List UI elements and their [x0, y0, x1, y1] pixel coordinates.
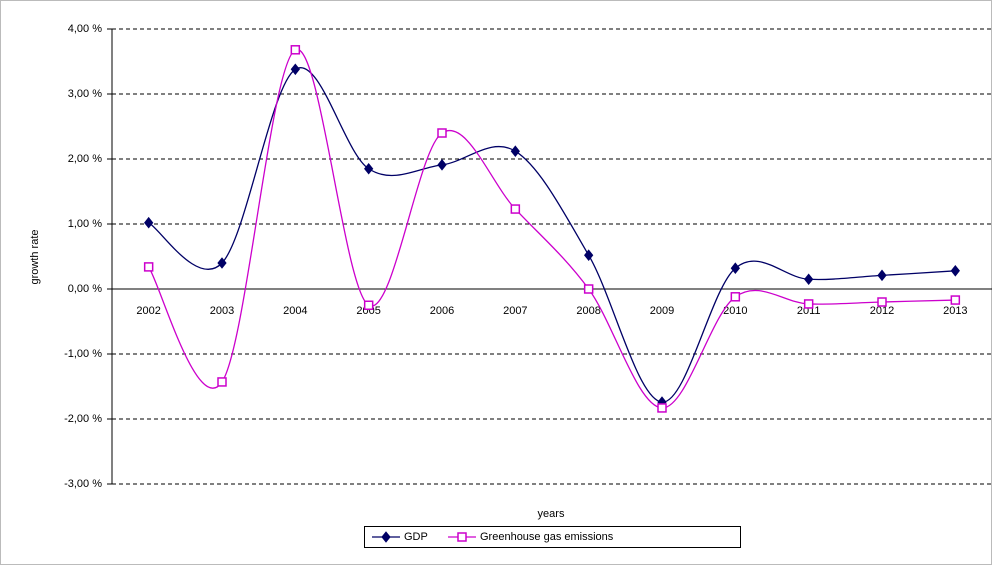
legend-label: Greenhouse gas emissions — [480, 531, 614, 543]
x-tick-label: 2013 — [943, 305, 967, 317]
data-point — [364, 162, 374, 175]
data-point — [803, 299, 814, 309]
data-point — [730, 292, 741, 302]
legend-marker — [457, 532, 467, 542]
y-tick-label: 4,00 % — [68, 23, 102, 35]
data-point — [363, 300, 374, 310]
data-point — [290, 45, 301, 55]
data-point — [950, 264, 960, 277]
x-tick-label: 2003 — [210, 305, 234, 317]
series-line — [148, 49, 956, 409]
y-tick-label: 1,00 % — [68, 218, 102, 230]
x-tick-label: 2010 — [723, 305, 747, 317]
x-axis-label: years — [538, 508, 565, 520]
legend — [364, 526, 741, 548]
legend-marker — [381, 531, 391, 543]
y-tick-label: 0,00 % — [68, 283, 102, 295]
x-tick-label: 2012 — [870, 305, 894, 317]
x-tick-label: 2009 — [650, 305, 674, 317]
data-point — [730, 262, 740, 275]
x-tick-label: 2005 — [356, 305, 380, 317]
y-tick-label: -1,00 % — [64, 348, 102, 360]
x-tick-label: 2006 — [430, 305, 454, 317]
data-point — [143, 262, 154, 272]
data-point — [510, 145, 520, 158]
data-point — [217, 257, 227, 269]
data-point — [217, 377, 227, 387]
y-tick-label: 3,00 % — [68, 88, 102, 100]
y-axis-label: growth rate — [29, 229, 41, 284]
y-tick-label: -3,00 % — [64, 478, 102, 490]
x-tick-label: 2008 — [576, 305, 600, 317]
data-point — [804, 273, 814, 286]
y-tick-label: -2,00 % — [64, 413, 102, 425]
x-tick-label: 2004 — [283, 305, 307, 317]
data-point — [437, 128, 447, 138]
x-tick-label: 2007 — [503, 305, 527, 317]
data-point — [290, 63, 300, 76]
legend-label: GDP — [404, 531, 428, 543]
x-tick-label: 2011 — [797, 305, 821, 317]
y-tick-label: 2,00 % — [68, 153, 102, 165]
data-point — [510, 204, 521, 214]
data-point — [584, 249, 594, 262]
data-point — [144, 216, 154, 229]
data-point — [583, 284, 594, 294]
data-point — [437, 159, 447, 171]
x-tick-label: 2002 — [136, 305, 160, 317]
data-point — [877, 297, 887, 307]
data-point — [657, 403, 667, 413]
series-line — [148, 67, 956, 403]
data-point — [877, 269, 887, 282]
data-point — [950, 295, 961, 305]
